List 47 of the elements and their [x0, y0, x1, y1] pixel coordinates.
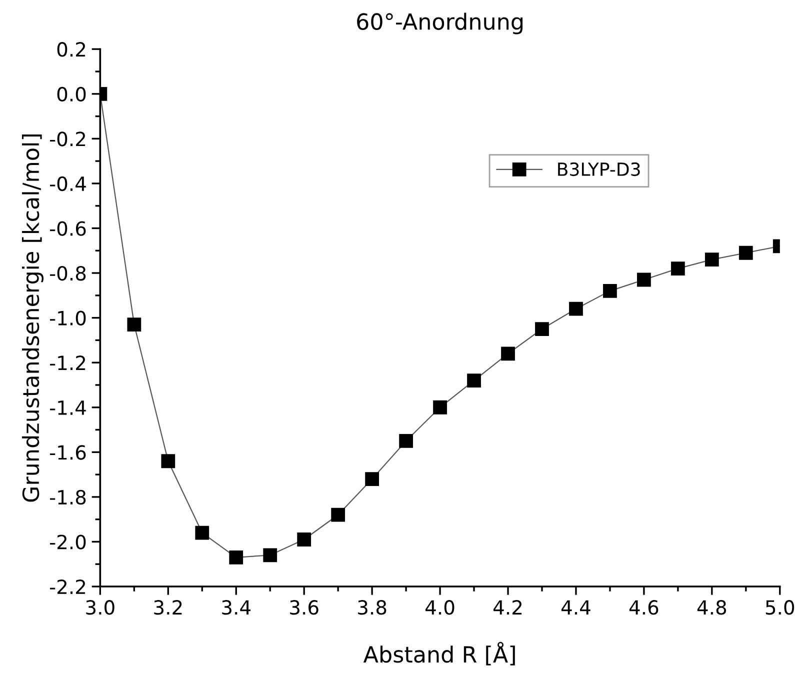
y-tick-label: -0.2: [50, 132, 86, 146]
x-tick-label: 4.2: [493, 600, 522, 614]
point: [535, 322, 549, 336]
point: [738, 246, 753, 260]
point: [195, 526, 210, 540]
point: [161, 454, 176, 468]
point: [637, 272, 651, 287]
chart-title: 60°-Anordnung: [357, 12, 523, 34]
point: [467, 374, 481, 388]
point: [263, 548, 278, 562]
y-tick-label: -0.6: [50, 221, 86, 236]
point: [399, 434, 413, 448]
x-tick-label: 3.4: [222, 600, 250, 615]
y-tick-label: -1.6: [50, 445, 86, 460]
point: [704, 252, 719, 267]
x-tick-label: 3.6: [290, 600, 318, 615]
x-tick-label: 4.6: [629, 600, 658, 615]
x-tick-label: 3.2: [154, 600, 182, 615]
y-tick-label: -0.8: [50, 266, 86, 281]
legend-label: B3LYP-D3: [558, 162, 640, 176]
point: [501, 346, 515, 361]
x-axis-title: Abstand R [Å]: [363, 642, 515, 666]
y-tick-label: -0.4: [50, 176, 86, 192]
point: [603, 284, 617, 298]
point: [229, 550, 244, 564]
x-tick-label: 3.8: [358, 600, 386, 615]
y-tick-label: 0.2: [57, 42, 86, 57]
y-tick-label: -1.4: [50, 400, 86, 415]
x-tick-label: 4.8: [697, 600, 726, 615]
x-tick-label: 4.0: [426, 600, 454, 615]
y-tick-label: -2.0: [50, 534, 86, 550]
point: [365, 472, 380, 486]
y-tick-label: -1.0: [50, 310, 86, 326]
x-tick-label: 5.0: [766, 600, 794, 615]
x-tick-label: 3.0: [86, 600, 114, 615]
point: [127, 318, 142, 332]
point: [569, 302, 583, 316]
y-tick-label: -2.2: [50, 579, 86, 594]
y-tick-label: -1.8: [50, 490, 86, 505]
y-tick-label: 0.0: [57, 86, 86, 102]
point: [433, 400, 447, 414]
point: [297, 532, 312, 546]
y-axis-title: Grundzustandsenergie [kcal/mol]: [22, 134, 44, 502]
point: [670, 262, 685, 276]
x-tick-label: 4.4: [561, 600, 590, 614]
point: [331, 508, 346, 522]
y-tick-label: -1.2: [50, 356, 86, 370]
